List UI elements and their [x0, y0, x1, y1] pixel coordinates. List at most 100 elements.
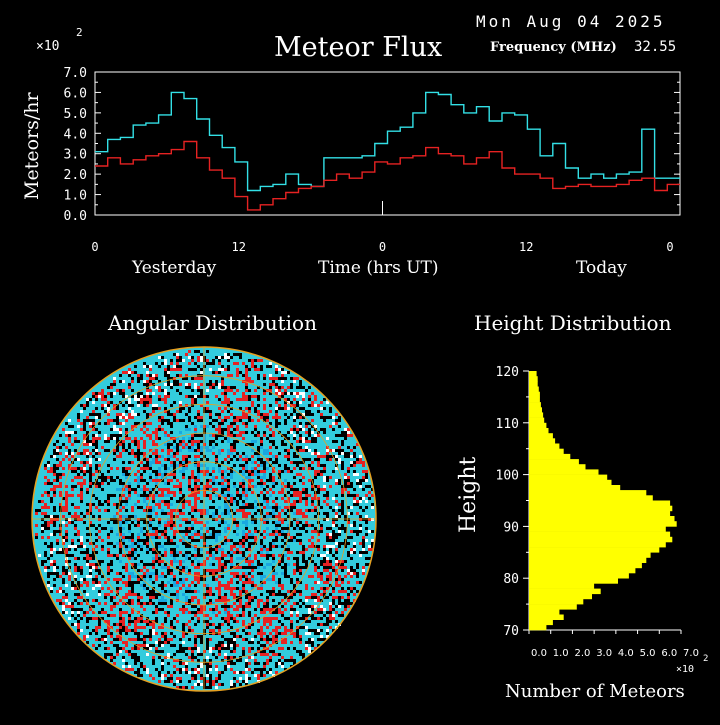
polar-cell	[257, 632, 260, 635]
polar-cell	[110, 530, 113, 533]
polar-cell	[209, 533, 212, 536]
polar-cell	[371, 530, 374, 533]
polar-cell	[281, 554, 284, 557]
polar-cell	[155, 650, 158, 653]
polar-cell	[350, 566, 353, 569]
polar-cell	[245, 638, 248, 641]
polar-cell	[242, 680, 245, 683]
height-multiplier-exponent: 2	[703, 654, 708, 664]
polar-cell	[203, 470, 206, 473]
polar-cell	[263, 575, 266, 578]
polar-cell	[152, 662, 155, 665]
polar-cell	[164, 641, 167, 644]
polar-cell	[143, 644, 146, 647]
polar-cell	[122, 443, 125, 446]
polar-cell	[167, 383, 170, 386]
polar-cell	[260, 533, 263, 536]
polar-cell	[317, 488, 320, 491]
polar-cell	[308, 428, 311, 431]
polar-cell	[92, 578, 95, 581]
polar-cell	[221, 419, 224, 422]
polar-cell	[86, 620, 89, 623]
polar-cell	[302, 551, 305, 554]
flux-y-tick-label: 4.0	[64, 127, 87, 142]
polar-cell	[212, 434, 215, 437]
polar-cell	[50, 554, 53, 557]
polar-cell	[260, 461, 263, 464]
polar-cell	[233, 596, 236, 599]
polar-cell	[281, 593, 284, 596]
polar-cell	[158, 599, 161, 602]
polar-cell	[71, 542, 74, 545]
polar-cell	[47, 491, 50, 494]
polar-cell	[197, 350, 200, 353]
polar-cell	[269, 392, 272, 395]
polar-cell	[245, 488, 248, 491]
polar-cell	[242, 671, 245, 674]
polar-cell	[344, 560, 347, 563]
polar-cell	[62, 467, 65, 470]
polar-cell	[200, 638, 203, 641]
polar-cell	[326, 512, 329, 515]
polar-cell	[77, 533, 80, 536]
polar-cell	[185, 428, 188, 431]
polar-cell	[215, 434, 218, 437]
polar-cell	[194, 416, 197, 419]
polar-cell	[197, 476, 200, 479]
polar-cell	[158, 461, 161, 464]
polar-cell	[185, 551, 188, 554]
polar-cell	[317, 644, 320, 647]
polar-cell	[335, 464, 338, 467]
polar-cell	[263, 497, 266, 500]
polar-cell	[263, 494, 266, 497]
polar-cell	[107, 419, 110, 422]
polar-cell	[125, 500, 128, 503]
polar-cell	[62, 536, 65, 539]
polar-cell	[200, 449, 203, 452]
polar-cell	[86, 641, 89, 644]
polar-cell	[239, 578, 242, 581]
polar-cell	[293, 392, 296, 395]
polar-cell	[140, 401, 143, 404]
polar-cell	[182, 593, 185, 596]
polar-cell	[110, 605, 113, 608]
polar-cell	[323, 512, 326, 515]
polar-cell	[137, 476, 140, 479]
polar-cell	[209, 617, 212, 620]
polar-cell	[188, 572, 191, 575]
polar-cell	[95, 527, 98, 530]
polar-cell	[194, 596, 197, 599]
polar-cell	[125, 416, 128, 419]
polar-cell	[173, 533, 176, 536]
polar-cell	[152, 518, 155, 521]
polar-cell	[152, 656, 155, 659]
polar-cell	[191, 674, 194, 677]
polar-cell	[92, 392, 95, 395]
polar-cell	[191, 356, 194, 359]
polar-cell	[347, 446, 350, 449]
polar-cell	[170, 362, 173, 365]
polar-cell	[188, 569, 191, 572]
polar-cell	[293, 584, 296, 587]
polar-cell	[191, 533, 194, 536]
polar-cell	[194, 566, 197, 569]
polar-cell	[113, 449, 116, 452]
polar-cell	[116, 629, 119, 632]
polar-cell	[113, 596, 116, 599]
polar-cell	[89, 542, 92, 545]
polar-cell	[83, 461, 86, 464]
polar-cell	[239, 434, 242, 437]
polar-cell	[239, 539, 242, 542]
polar-cell	[362, 542, 365, 545]
polar-cell	[341, 524, 344, 527]
polar-cell	[95, 506, 98, 509]
polar-cell	[242, 362, 245, 365]
polar-cell	[269, 590, 272, 593]
polar-cell	[302, 482, 305, 485]
polar-cell	[137, 482, 140, 485]
polar-cell	[140, 632, 143, 635]
flux-y-axis-title: Meteors/hr	[21, 92, 43, 200]
polar-cell	[251, 575, 254, 578]
polar-cell	[323, 485, 326, 488]
polar-cell	[335, 605, 338, 608]
